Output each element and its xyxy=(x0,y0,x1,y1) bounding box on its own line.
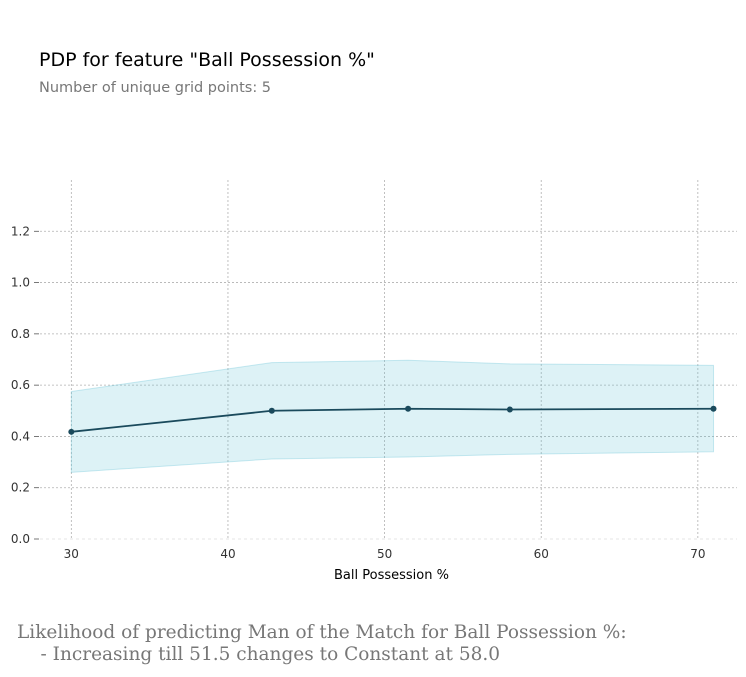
grid-lines xyxy=(40,180,737,540)
y-tick-label: 0.2 xyxy=(11,481,30,495)
x-tick-label: 60 xyxy=(534,547,549,561)
y-tick-label: 1.0 xyxy=(11,276,30,290)
confidence-band xyxy=(70,359,715,473)
x-tick-label: 40 xyxy=(220,547,235,561)
chart-subtitle: Number of unique grid points: 5 xyxy=(39,80,272,96)
y-tick-label: 0.6 xyxy=(11,378,30,392)
y-tick-label: 0.0 xyxy=(11,532,30,546)
chart-title: PDP for feature "Ball Possession %" xyxy=(39,49,375,71)
x-axis-ticks: 30 40 50 60 70 xyxy=(64,547,706,561)
y-tick-label: 1.2 xyxy=(11,224,30,238)
pdp-point xyxy=(405,405,412,412)
y-tick-label: 0.4 xyxy=(11,429,30,443)
x-tick-label: 30 xyxy=(64,547,79,561)
caption-line-1: Likelihood of predicting Man of the Matc… xyxy=(17,622,627,643)
x-axis-label: Ball Possession % xyxy=(334,568,449,583)
caption-line-2: - Increasing till 51.5 changes to Consta… xyxy=(17,644,501,665)
y-axis-ticks: 0.0 0.2 0.4 0.6 0.8 1.0 1.2 xyxy=(11,224,39,546)
pdp-point xyxy=(710,405,717,412)
x-tick-label: 70 xyxy=(690,547,705,561)
caption: Likelihood of predicting Man of the Matc… xyxy=(17,622,627,666)
pdp-points xyxy=(68,405,717,435)
x-tick-label: 50 xyxy=(377,547,392,561)
pdp-chart: 0.0 0.2 0.4 0.6 0.8 1.0 1.2 30 40 50 60 70 Ball Po… xyxy=(11,180,737,583)
pdp-point xyxy=(268,407,275,414)
pdp-point xyxy=(506,406,513,413)
y-tick-label: 0.8 xyxy=(11,327,30,341)
pdp-point xyxy=(68,428,75,435)
